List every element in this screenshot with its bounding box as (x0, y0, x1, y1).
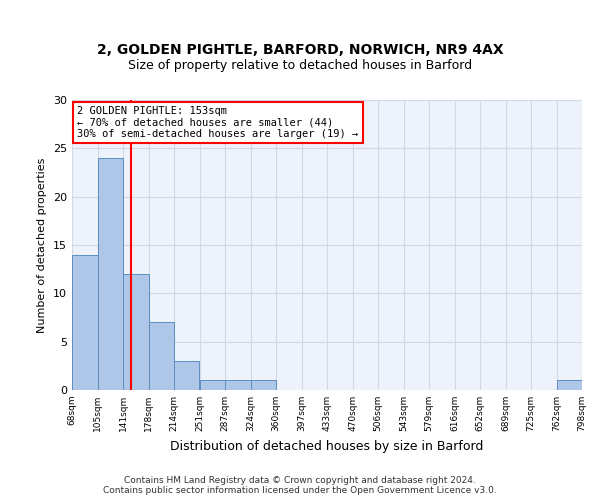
Text: Size of property relative to detached houses in Barford: Size of property relative to detached ho… (128, 60, 472, 72)
Bar (124, 274, 149, 390)
Bar (251, 380, 277, 390)
Bar (557, 380, 583, 390)
Y-axis label: Number of detached properties: Number of detached properties (37, 158, 47, 332)
Bar (200, 380, 226, 390)
Bar (226, 380, 251, 390)
Text: 2, GOLDEN PIGHTLE, BARFORD, NORWICH, NR9 4AX: 2, GOLDEN PIGHTLE, BARFORD, NORWICH, NR9… (97, 44, 503, 58)
X-axis label: Distribution of detached houses by size in Barford: Distribution of detached houses by size … (170, 440, 484, 452)
Bar (73, 254, 97, 390)
Text: Contains HM Land Registry data © Crown copyright and database right 2024.
Contai: Contains HM Land Registry data © Crown c… (103, 476, 497, 495)
Bar (149, 322, 175, 390)
Text: 2 GOLDEN PIGHTLE: 153sqm
← 70% of detached houses are smaller (44)
30% of semi-d: 2 GOLDEN PIGHTLE: 153sqm ← 70% of detach… (77, 106, 358, 139)
Bar (175, 361, 199, 390)
Bar (98, 158, 124, 390)
